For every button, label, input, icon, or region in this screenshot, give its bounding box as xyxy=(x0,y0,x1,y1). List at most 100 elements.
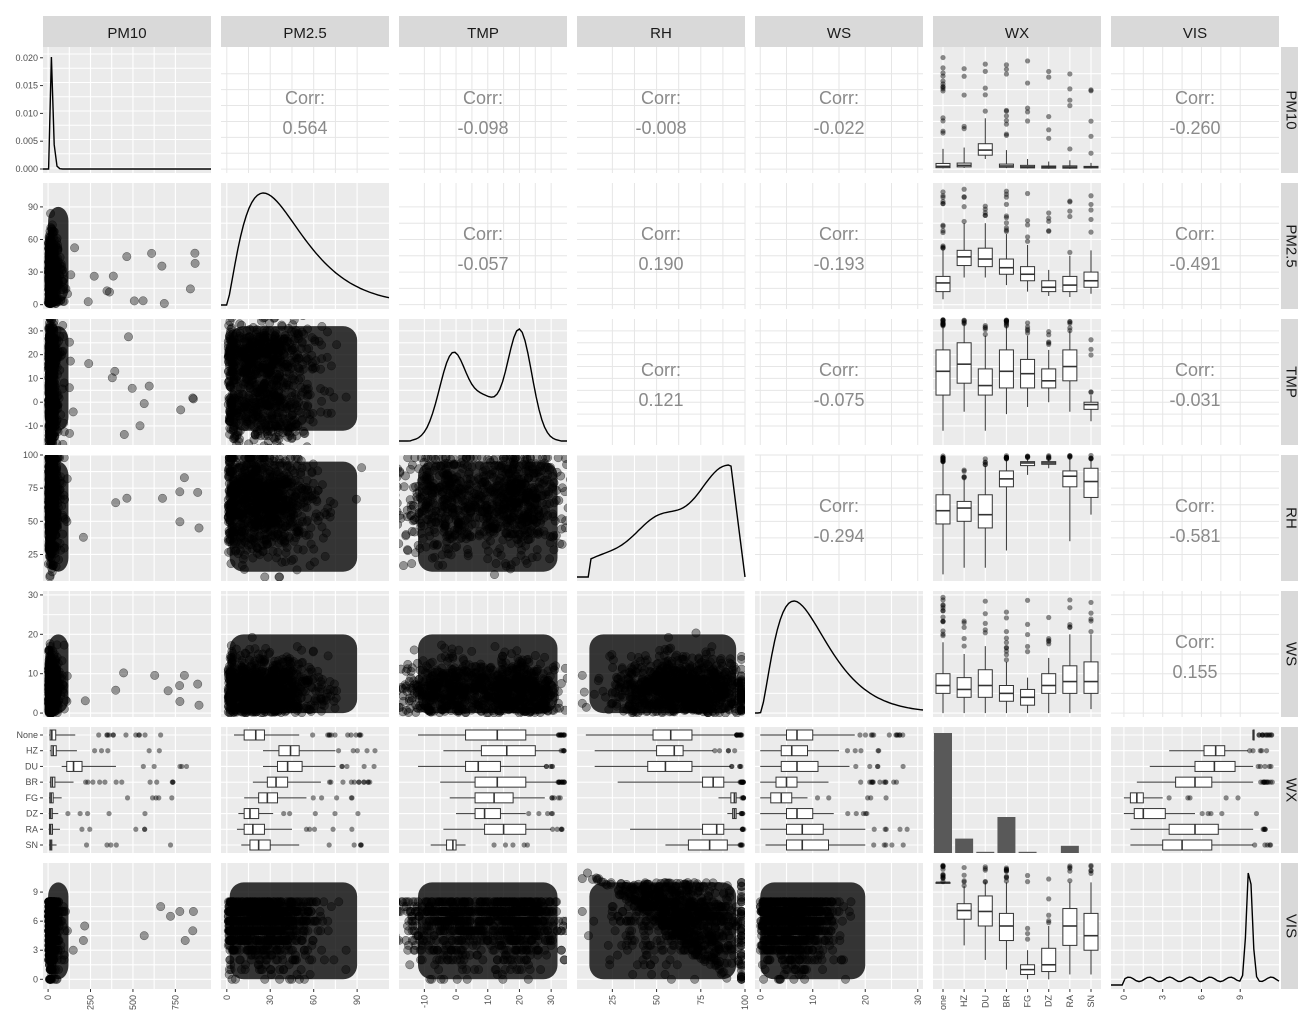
boxplot-outlier xyxy=(961,218,967,225)
scatter-point xyxy=(190,248,200,258)
strip-top-label: WX xyxy=(1005,25,1029,42)
scatter-point xyxy=(300,319,306,321)
strip-top-label: PM10 xyxy=(107,25,146,42)
panel-pm10-vs-wx xyxy=(933,47,1101,173)
boxplot-outlier xyxy=(961,126,967,132)
boxplot-outlier xyxy=(1067,146,1073,152)
scatter-density-core xyxy=(229,326,358,431)
panel-pm25-vs-tmp: Corr:-0.057 xyxy=(399,183,567,309)
boxplot-outlier xyxy=(1003,66,1010,72)
boxplot-outlier xyxy=(940,84,946,90)
boxplot-outlier xyxy=(1067,213,1073,220)
strip-right-wx xyxy=(1281,727,1298,853)
boxplot-outlier xyxy=(940,78,946,84)
boxplot-outlier xyxy=(1067,318,1073,325)
boxplot-outlier xyxy=(961,204,967,210)
scatter-point xyxy=(147,248,157,258)
boxplot-outlier xyxy=(1088,346,1094,352)
boxplot-outlier xyxy=(982,68,988,74)
boxplot-outlier xyxy=(1067,208,1073,214)
boxplot-box xyxy=(977,368,993,396)
boxplot-outlier xyxy=(1003,220,1010,226)
scatter-point xyxy=(46,444,52,445)
scatter-point xyxy=(176,405,186,415)
scatter-point xyxy=(188,393,198,403)
corr-label: Corr: xyxy=(819,88,859,108)
panel-background xyxy=(1111,47,1279,173)
boxplot-box xyxy=(956,249,972,267)
scatter-point xyxy=(194,523,204,533)
strip-right-vis xyxy=(1281,863,1298,989)
corr-value: 0.190 xyxy=(638,254,683,274)
scatter-point xyxy=(265,319,275,328)
strip-right-rh xyxy=(1281,455,1298,581)
boxplot-outlier xyxy=(1046,228,1052,234)
boxplot-outlier xyxy=(1003,213,1010,219)
boxplot-outlier xyxy=(940,228,946,234)
scatter-point xyxy=(262,429,272,439)
scatter-point xyxy=(289,319,299,325)
scatter-point xyxy=(266,443,273,445)
scatter-point xyxy=(227,319,236,323)
panel-background xyxy=(1111,183,1279,309)
boxplot-outlier xyxy=(940,193,946,199)
panel-tmp-vs-pm25 xyxy=(221,319,389,445)
corr-label: Corr: xyxy=(819,224,859,244)
strip-top-label: VIS xyxy=(1183,25,1207,42)
boxplot-outlier xyxy=(982,210,988,216)
boxplot-outlier xyxy=(1003,71,1010,77)
boxplot-outlier xyxy=(1024,118,1031,124)
boxplot-box xyxy=(1083,271,1099,288)
strip-right-label: PM10 xyxy=(1283,90,1298,129)
strip-top-rh xyxy=(577,16,745,47)
boxplot-outlier xyxy=(1067,97,1073,103)
scatter-point xyxy=(84,359,94,369)
scatter-point xyxy=(244,439,254,445)
strip-top-wx xyxy=(933,16,1101,47)
boxplot-outlier xyxy=(961,66,967,72)
strip-top-label: WS xyxy=(827,25,851,42)
scatter-point xyxy=(193,487,203,497)
strip-top-ws xyxy=(755,16,923,47)
boxplot-outlier xyxy=(1003,228,1010,235)
scatter-points xyxy=(223,319,358,445)
boxplot-outlier xyxy=(1088,118,1094,124)
panel-rh-vs-pm25 xyxy=(221,454,389,581)
facet-panels: Corr:0.564Corr:-0.098Corr:-0.008Corr:-0.… xyxy=(43,47,1280,989)
strip-right-label: RH xyxy=(1283,507,1298,529)
scatter-point xyxy=(303,442,312,445)
corr-value: -0.075 xyxy=(813,390,864,410)
corr-value: -0.491 xyxy=(1169,254,1220,274)
density-line-pm25 xyxy=(221,192,390,306)
scatter-point xyxy=(111,498,121,508)
boxplot-box xyxy=(998,349,1014,389)
panel-pm10-vs-pm10 xyxy=(43,47,211,173)
corr-value: 0.121 xyxy=(638,390,683,410)
scatter-point xyxy=(159,299,169,308)
boxplot-outlier xyxy=(982,92,988,98)
corr-value: -0.008 xyxy=(635,118,686,138)
boxplot-outlier xyxy=(1088,201,1094,208)
panel-background xyxy=(399,47,567,173)
boxplot-outlier xyxy=(940,223,946,229)
scatter-point xyxy=(49,319,59,326)
boxplot-box xyxy=(956,342,972,384)
boxplot-box xyxy=(1062,275,1078,293)
boxplot-outlier xyxy=(1024,80,1031,86)
boxplot-outlier xyxy=(1088,87,1094,93)
scatter-point xyxy=(185,284,195,294)
panel-pm10-vs-rh: Corr:-0.008 xyxy=(577,47,746,173)
strip-top-label: PM2.5 xyxy=(283,25,326,42)
boxplot-outlier xyxy=(1003,201,1010,207)
scatter-point xyxy=(357,463,367,473)
boxplot-outlier xyxy=(940,73,946,79)
scatter-point xyxy=(65,428,74,438)
boxplot-box xyxy=(998,258,1014,275)
boxplot-outlier xyxy=(1088,352,1094,358)
boxplot-outlier xyxy=(1067,249,1073,256)
boxplot-outlier xyxy=(1003,191,1010,197)
boxplot-outlier xyxy=(961,73,967,79)
boxplot-outlier xyxy=(1003,215,1010,221)
scatter-point xyxy=(122,493,132,503)
boxplot-outlier xyxy=(940,194,946,200)
